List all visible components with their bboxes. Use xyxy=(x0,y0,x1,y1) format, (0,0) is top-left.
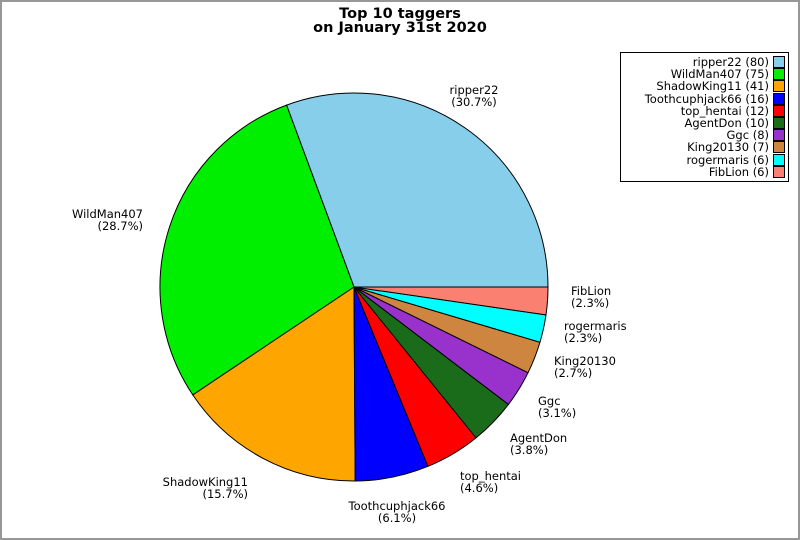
legend-item-label: top_hentai (12) xyxy=(680,103,769,118)
legend-swatch-icon xyxy=(773,117,785,130)
legend-swatch-icon xyxy=(773,92,785,105)
legend: ripper22 (80) WildMan407 (75) ShadowKing11… xyxy=(620,52,789,182)
legend-swatch-icon xyxy=(773,68,785,81)
legend-swatch-icon xyxy=(773,80,785,93)
legend-item-Toothcuphjack66: Toothcuphjack66 (16) xyxy=(624,91,785,106)
slice-label-name: ripper22 xyxy=(449,83,499,97)
legend-item-label: ShadowKing11 (41) xyxy=(656,79,769,94)
slice-label-name: ShadowKing11 xyxy=(162,475,248,489)
slice-label-Ggc: Ggc (3.1%) xyxy=(538,395,576,419)
legend-item-label: ripper22 (80) xyxy=(692,55,769,70)
slice-label-Toothcuphjack66: Toothcuphjack66 (6.1%) xyxy=(349,500,446,524)
slice-label-pct: (30.7%) xyxy=(451,95,497,109)
slice-label-pct: (28.7%) xyxy=(97,219,143,233)
slice-label-pct: (4.6%) xyxy=(460,481,499,495)
legend-item-ShadowKing11: ShadowKing11 (41) xyxy=(624,79,785,94)
legend-item-ripper22: ripper22 (80) xyxy=(624,55,785,70)
legend-swatch-icon xyxy=(773,104,785,117)
slice-label-WildMan407: WildMan407 (28.7%) xyxy=(72,208,143,232)
pie-slice-WildMan407 xyxy=(159,104,355,396)
slice-label-FibLion: FibLion (2.3%) xyxy=(571,285,611,309)
legend-swatch-icon xyxy=(773,165,785,178)
chart-title-line1: Top 10 taggers xyxy=(339,6,461,22)
slice-label-AgentDon: AgentDon (3.8%) xyxy=(510,432,567,456)
chart-title: Top 10 taggers on January 31st 2020 xyxy=(2,6,798,36)
legend-item-top_hentai: top_hentai (12) xyxy=(624,103,785,118)
slice-label-King20130: King20130 (2.7%) xyxy=(554,355,616,379)
legend-swatch-icon xyxy=(773,153,785,166)
slice-label-name: King20130 xyxy=(554,354,616,368)
legend-item-WildMan407: WildMan407 (75) xyxy=(624,67,785,82)
legend-swatch-icon xyxy=(773,141,785,154)
slice-label-ripper22: ripper22 (30.7%) xyxy=(450,84,499,108)
pie-slice-ripper22 xyxy=(285,92,549,288)
slice-label-pct: (6.1%) xyxy=(377,511,417,525)
legend-item-label: FibLion (6) xyxy=(708,164,769,179)
slice-label-name: Toothcuphjack66 xyxy=(348,499,446,513)
slice-label-name: AgentDon xyxy=(510,431,568,445)
legend-swatch-icon xyxy=(773,56,785,69)
slice-label-name: FibLion xyxy=(571,284,612,298)
slice-label-rogermaris: rogermaris (2.3%) xyxy=(564,320,627,344)
slice-label-pct: (3.1%) xyxy=(538,406,577,420)
legend-item-label: WildMan407 (75) xyxy=(670,67,769,82)
legend-item-label: Toothcuphjack66 (16) xyxy=(644,91,769,106)
legend-item-rogermaris: rogermaris (6) xyxy=(624,152,785,167)
pie-slice-ShadowKing11 xyxy=(192,286,356,482)
legend-item-FibLion: FibLion (6) xyxy=(624,164,785,179)
slice-label-pct: (15.7%) xyxy=(202,487,248,501)
slice-label-name: rogermaris xyxy=(564,319,627,333)
slice-label-pct: (2.3%) xyxy=(571,296,610,310)
slice-label-name: Ggc xyxy=(538,394,561,408)
slice-label-name: WildMan407 xyxy=(71,207,143,221)
slice-label-ShadowKing11: ShadowKing11 (15.7%) xyxy=(163,476,248,500)
slice-label-top_hentai: top_hentai (4.6%) xyxy=(460,470,521,494)
pie-slice-FibLion xyxy=(353,286,549,316)
legend-item-label: rogermaris (6) xyxy=(686,152,769,167)
legend-item-label: AgentDon (10) xyxy=(684,116,769,131)
slice-label-name: top_hentai xyxy=(460,469,521,483)
chart-title-line2: on January 31st 2020 xyxy=(313,20,487,36)
legend-item-label: King20130 (7) xyxy=(687,140,769,155)
legend-item-label: Ggc (8) xyxy=(726,128,769,143)
slice-label-pct: (2.7%) xyxy=(554,366,593,380)
legend-swatch-icon xyxy=(773,129,785,142)
legend-item-AgentDon: AgentDon (10) xyxy=(624,116,785,131)
legend-item-King20130: King20130 (7) xyxy=(624,140,785,155)
slice-label-pct: (3.8%) xyxy=(510,443,549,457)
legend-item-Ggc: Ggc (8) xyxy=(624,128,785,143)
slice-label-pct: (2.3%) xyxy=(564,331,603,345)
